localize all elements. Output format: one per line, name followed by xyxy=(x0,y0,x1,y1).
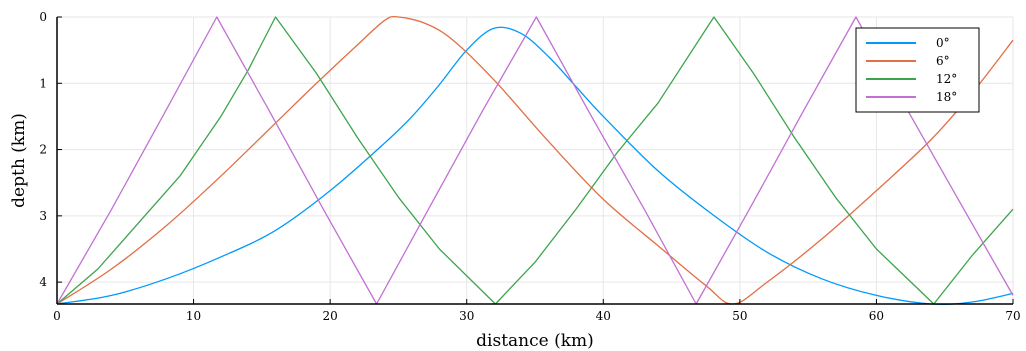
legend-label-2: 12° xyxy=(936,72,957,86)
x-tick-label: 40 xyxy=(596,309,611,323)
y-tick-label: 2 xyxy=(39,143,47,157)
legend: 0° 6° 12° 18° xyxy=(855,27,980,113)
legend-label-0: 0° xyxy=(936,36,950,50)
x-tick-label: 0 xyxy=(53,309,61,323)
legend-label-1: 6° xyxy=(936,54,950,68)
series-line-3 xyxy=(56,16,1014,305)
y-tick-label: 1 xyxy=(39,76,47,90)
series-line-0 xyxy=(56,26,1014,306)
x-tick-label: 20 xyxy=(323,309,338,323)
y-axis-title: depth (km) xyxy=(9,113,29,208)
y-tick-label: 4 xyxy=(39,275,47,289)
legend-box xyxy=(855,27,980,113)
grid xyxy=(56,16,1014,304)
x-tick-label: 50 xyxy=(732,309,747,323)
series-line-2 xyxy=(56,16,1014,305)
series-line-1 xyxy=(56,15,1014,305)
x-tick-label: 30 xyxy=(459,309,474,323)
y-tick-label: 0 xyxy=(39,10,47,24)
axes xyxy=(56,17,1013,305)
x-tick-label: 60 xyxy=(869,309,884,323)
x-ticks: 0 10 20 30 40 50 60 70 xyxy=(53,299,1021,323)
x-axis-title: distance (km) xyxy=(476,331,594,351)
legend-label-3: 18° xyxy=(936,90,957,104)
x-tick-label: 70 xyxy=(1005,309,1020,323)
x-tick-label: 10 xyxy=(186,309,201,323)
y-tick-label: 3 xyxy=(39,209,47,223)
y-ticks: 0 1 2 3 4 xyxy=(39,10,62,289)
series-group xyxy=(56,15,1014,306)
